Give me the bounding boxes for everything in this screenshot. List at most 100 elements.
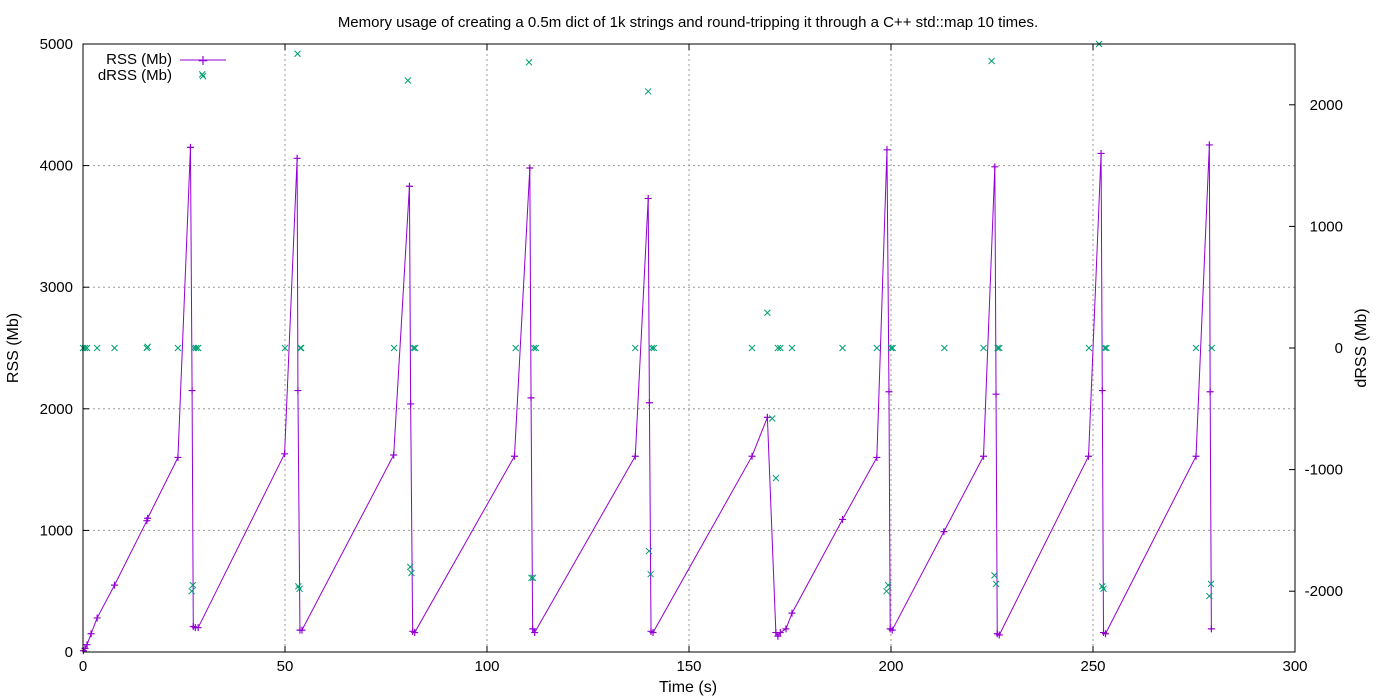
data-point [93,614,101,622]
data-point [873,344,881,352]
data-point [189,581,197,589]
data-point [889,344,896,352]
y-tick-label: 5000 [40,36,73,53]
chart-title: Memory usage of creating a 0.5m dict of … [338,14,1038,31]
x-axis-title: Time (s) [659,679,717,696]
data-point [1205,141,1213,149]
y2-tick-label: 0 [1335,340,1343,357]
data-point [293,154,301,162]
data-point [530,344,538,352]
data-point [782,625,790,633]
data-point [93,344,101,352]
data-point [650,344,658,352]
data-point [174,453,182,461]
x-tick-label: 200 [878,658,903,675]
data-point [644,194,652,202]
data-point [1207,625,1215,633]
data-point [980,344,987,352]
data-point [194,624,202,632]
data-point [991,572,998,579]
data-point [1102,630,1110,638]
data-point [768,415,776,422]
y-tick-label: 0 [65,644,73,661]
y2-tick-label: -1000 [1305,462,1343,479]
y-tick-label: 2000 [40,401,73,418]
data-point [1206,388,1214,396]
x-tick-label: 300 [1282,658,1307,675]
data-point [940,528,948,536]
data-point [83,344,91,352]
x-tick-label: 100 [474,658,499,675]
data-point [144,343,151,351]
y-tick-label: 4000 [40,158,73,175]
data-point [83,641,91,649]
data-point [774,344,782,352]
data-point [1192,452,1200,460]
data-point [839,515,847,523]
data-point [764,309,771,317]
data-point [631,344,639,352]
data-point [648,344,656,352]
legend-marker-drss: × [198,69,208,83]
data-point [788,344,796,352]
data-point [980,452,988,460]
data-point [992,390,1000,398]
data-point [1101,344,1109,352]
data-point [1192,344,1200,352]
data-point [647,570,654,578]
data-point [411,629,419,637]
data-point [188,387,196,395]
data-point [988,57,995,65]
data-point [631,452,639,460]
data-point [525,58,533,66]
data-point [1102,344,1110,352]
data-point [645,547,653,555]
data-point [281,450,289,458]
y2-tick-label: 2000 [1310,97,1343,114]
data-point [390,451,398,459]
data-point [404,77,412,84]
data-point [192,344,200,352]
data-point [111,344,118,352]
data-point [296,344,304,352]
series-0 [79,141,1215,655]
data-point [883,587,890,595]
data-point [532,344,540,352]
data-point [883,146,891,154]
data-point [296,585,303,593]
data-point [888,626,896,634]
data-point [188,587,196,595]
x-tick-label: 150 [676,658,701,675]
data-point [873,453,881,461]
legend-marker-rss: + [197,53,209,69]
data-point [297,344,305,352]
data-point [111,581,119,589]
data-point [174,344,182,352]
y-tick-label: 1000 [40,522,73,539]
data-point [406,563,414,571]
data-point [390,344,398,352]
data-point [748,344,756,352]
data-point [198,71,206,78]
y-tick-label: 3000 [40,279,73,296]
x-tick-label: 250 [1080,658,1105,675]
data-point [649,629,657,637]
y2-tick-label: -2000 [1305,583,1343,600]
data-point [748,452,756,460]
data-point [294,387,302,395]
data-point [774,632,782,640]
x-tick-label: 0 [79,658,87,675]
data-point [405,182,413,190]
data-point [1100,585,1107,593]
data-point [144,514,152,522]
data-point [1098,387,1106,395]
series-1 [79,40,1216,600]
data-point [940,344,948,352]
grid-lines [83,44,1295,652]
data-point [1085,344,1093,352]
data-point [281,344,289,352]
data-point [776,344,784,352]
data-point [644,88,652,95]
data-point [772,474,780,482]
data-point [529,574,537,582]
